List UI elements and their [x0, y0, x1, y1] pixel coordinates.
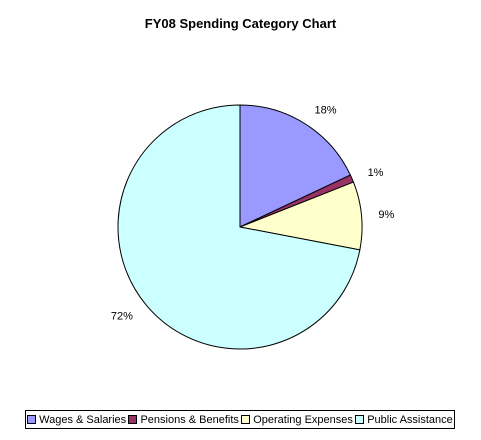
chart-legend: Wages & Salaries Pensions & Benefits Ope… [25, 410, 455, 429]
legend-swatch-public-assistance [355, 415, 365, 424]
pie-label-public-assistance: 72% [111, 311, 133, 323]
pie-label-wages: 18% [314, 105, 336, 117]
legend-label-wages: Wages & Salaries [39, 413, 127, 426]
legend-swatch-operating [241, 415, 251, 424]
legend-item-wages: Wages & Salaries [27, 414, 126, 426]
chart-title: FY08 Spending Category Chart [144, 16, 337, 31]
pie-slice-public-assistance [117, 104, 361, 350]
legend-item-pensions: Pensions & Benefits [128, 413, 239, 426]
pie-label-pensions: 1% [368, 167, 384, 179]
legend-swatch-pensions [128, 415, 138, 424]
legend-swatch-wages [27, 415, 37, 424]
legend-label-pensions: Pensions & Benefits [140, 413, 239, 426]
pie-slice-wages [239, 104, 352, 228]
legend-item-operating: Operating Expenses [241, 414, 353, 426]
legend-label-public-assistance: Public Assistance [367, 413, 453, 426]
legend-item-public-assistance: Public Assistance [355, 414, 453, 426]
legend-label-operating: Operating Expenses [253, 413, 353, 426]
pie-label-operating: 9% [378, 209, 394, 221]
